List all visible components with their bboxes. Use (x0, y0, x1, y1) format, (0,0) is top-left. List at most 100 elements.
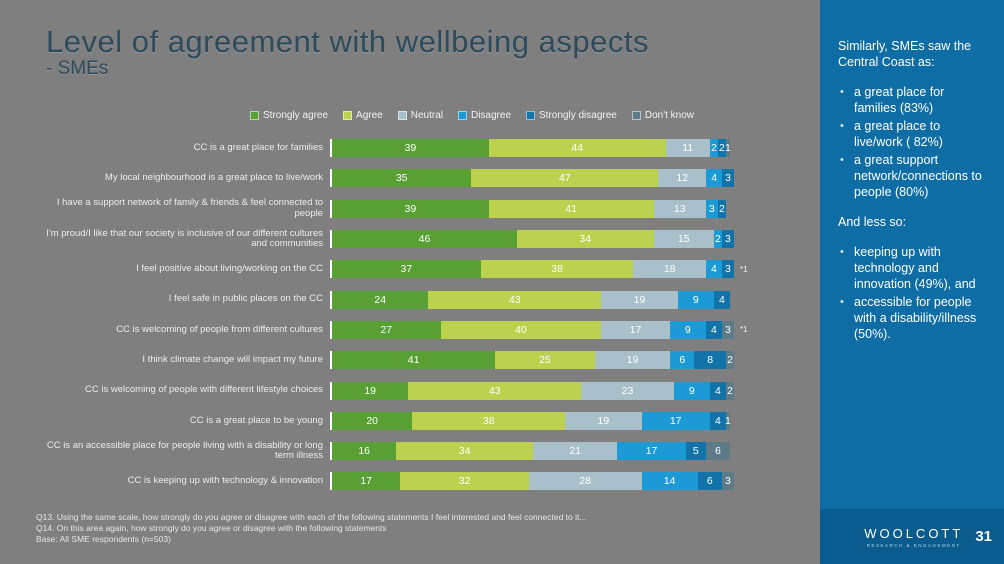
bar-segment: 27 (332, 320, 441, 339)
legend-swatch-icon (343, 111, 353, 120)
bar-segment: 12 (658, 169, 707, 188)
chart-row: I feel positive about living/working on … (40, 254, 750, 284)
sidebar-bullet: keeping up with technology and innovatio… (838, 244, 988, 292)
legend-swatch-icon (250, 111, 259, 120)
category-label: CC is a great place for families (193, 141, 323, 153)
bar-segment: 9 (677, 290, 714, 309)
bar-segment: 4 (713, 290, 730, 309)
chart-legend: Strongly agree Agree Neutral Disagree Strong… (250, 110, 750, 121)
bar-segment: 6 (705, 442, 730, 461)
bar-segment: 3 (721, 230, 734, 249)
bar-segment: 9 (669, 320, 706, 339)
footnote-marker: *1 (740, 325, 748, 335)
legend-swatch-icon (631, 111, 641, 120)
legend-item: Disagree (457, 110, 511, 121)
bar-track: 19 43 23 9 4 2 (330, 381, 734, 400)
bar-segment: 2 (713, 230, 722, 249)
bar-segment: 1 (725, 139, 731, 158)
chart-row: CC is a great place to be young 20 38 19 17 4… (40, 406, 750, 436)
bar-track: 39 44 11 2 2 1 (330, 139, 734, 158)
bar-segment: 13 (653, 199, 706, 218)
bar-segment: 3 (705, 199, 718, 218)
chart-row: CC is welcoming of people with different… (40, 375, 750, 405)
footnotes: Q13. Using the same scale, how strongly … (36, 512, 756, 545)
logo-name: WOOLCOTT (864, 525, 964, 541)
bar-segment: 46 (332, 230, 517, 249)
bar-segment: 37 (332, 260, 481, 279)
bar-segment: 41 (488, 199, 654, 218)
stacked-bar-chart: CC is a great place for families 39 44 11 2 2… (40, 133, 750, 497)
legend-item: Strongly agree (250, 110, 328, 121)
bar-segment: 1 (725, 411, 731, 430)
bar-segment: 21 (532, 442, 618, 461)
bar-segment: 17 (641, 411, 710, 430)
sidebar-bullet: a great place to live/work ( 82%) (838, 118, 988, 150)
bar-segment: 34 (516, 230, 654, 249)
bar-segment: 20 (332, 411, 413, 430)
category-label: My local neighbourhood is a great place … (104, 172, 323, 184)
category-label: I feel safe in public places on the CC (168, 293, 323, 305)
legend-item: Neutral (397, 110, 443, 121)
chart-panel: Level of agreement with wellbeing aspect… (36, 24, 756, 545)
bar-track: 27 40 17 9 4 3 (330, 320, 734, 339)
legend-item: Strongly disagree (526, 110, 617, 121)
chart-row: CC is an accessible place for people liv… (40, 436, 750, 466)
bar-segment: 38 (480, 260, 634, 279)
bar-segment: 38 (412, 411, 566, 430)
bar-segment: 17 (332, 472, 401, 491)
chart-row: I have a support network of family & fri… (40, 194, 750, 224)
bar-segment: 19 (565, 411, 642, 430)
category-label: I have a support network of family & fri… (56, 197, 323, 219)
bar-segment: 28 (528, 472, 642, 491)
sidebar-bullet-list: a great place for families (83%)a great … (838, 84, 988, 200)
sidebar: Similarly, SMEs saw the Central Coast as… (820, 0, 1004, 564)
legend-swatch-icon (526, 111, 536, 120)
bar-track: 39 41 13 3 2 (330, 199, 734, 218)
bar-segment: 43 (428, 290, 602, 309)
bar-segment: 2 (725, 381, 734, 400)
bar-segment: 8 (694, 351, 727, 370)
bar-segment: 9 (673, 381, 710, 400)
bar-track: 41 25 19 6 8 2 (330, 351, 734, 370)
sidebar-bullet: a great place for families (83%) (838, 84, 988, 116)
category-label: I'm proud/I like that our society is inc… (46, 227, 323, 250)
bar-segment: 35 (332, 169, 472, 188)
logo-tagline: RESEARCH & ENGAGEMENT (866, 542, 961, 548)
bar-track: 24 43 19 9 4 (330, 290, 734, 309)
legend-swatch-icon (457, 111, 467, 120)
legend-label: Strongly agree (263, 110, 329, 121)
chart-row: CC is a great place for families 39 44 11 2 2… (40, 133, 750, 163)
category-label: CC is a great place to be young (189, 414, 323, 426)
legend-label: Strongly disagree (539, 110, 617, 121)
bar-segment: 17 (617, 442, 686, 461)
bar-segment: 16 (332, 442, 397, 461)
sidebar-less-intro: And less so: (838, 215, 907, 229)
category-label: CC is keeping up with technology & innov… (127, 475, 323, 487)
legend-label: Agree (356, 110, 383, 121)
footnote-marker: *1 (740, 264, 748, 274)
category-label: CC is welcoming of people from different… (116, 323, 323, 335)
chart-row: CC is welcoming of people from different… (40, 315, 750, 345)
bar-segment: 3 (721, 260, 734, 279)
chart-row: I'm proud/I like that our society is inc… (40, 224, 750, 254)
sidebar-text: Similarly, SMEs saw the Central Coast as… (820, 0, 1004, 342)
footnote-line: Base: All SME respondents (n=503) (36, 534, 171, 544)
category-label: CC is an accessible place for people liv… (46, 439, 323, 462)
page-subtitle: - SMEs (46, 58, 109, 79)
bar-track: 17 32 28 14 6 3 (330, 472, 734, 491)
bar-segment: 47 (471, 169, 659, 188)
sidebar-intro: Similarly, SMEs saw the Central Coast as… (838, 39, 972, 69)
sidebar-less-bullet-list: keeping up with technology and innovatio… (838, 244, 988, 342)
footnote-line: Q13. Using the same scale, how strongly … (36, 512, 587, 522)
bar-segment: 34 (396, 442, 533, 461)
bar-segment: 19 (594, 351, 671, 370)
bar-segment: 39 (332, 139, 489, 158)
bar-segment: 4 (705, 260, 722, 279)
bar-segment: 4 (709, 411, 726, 430)
bar-track: 16 34 21 17 5 6 (330, 442, 734, 461)
chart-row: My local neighbourhood is a great place … (40, 163, 750, 193)
bar-track: 46 34 15 2 3 (330, 230, 734, 249)
bar-segment: 2 (726, 351, 734, 370)
bar-segment: 39 (332, 199, 489, 218)
